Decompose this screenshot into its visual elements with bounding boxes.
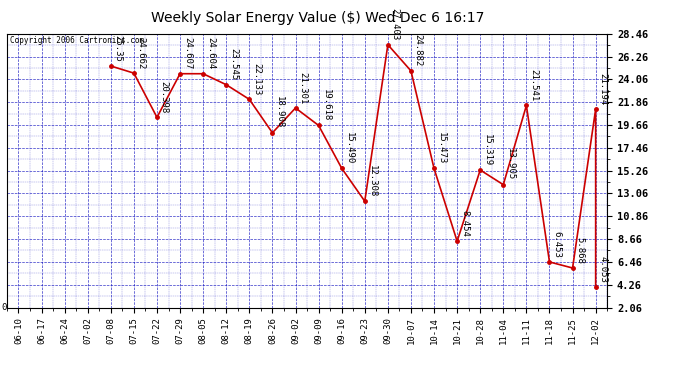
Text: 23.545: 23.545 (229, 48, 238, 81)
Text: 4.053: 4.053 (598, 256, 607, 283)
Text: 22.133: 22.133 (252, 63, 261, 95)
Text: 15.490: 15.490 (344, 132, 353, 164)
Text: 25.35: 25.35 (114, 35, 123, 62)
Text: 15.473: 15.473 (437, 132, 446, 164)
Text: 12.308: 12.308 (368, 165, 377, 197)
Text: 0: 0 (1, 303, 7, 312)
Text: 19.618: 19.618 (322, 89, 331, 121)
Text: 24.607: 24.607 (183, 37, 192, 69)
Text: 8.454: 8.454 (460, 210, 469, 237)
Text: Weekly Solar Energy Value ($) Wed Dec 6 16:17: Weekly Solar Energy Value ($) Wed Dec 6 … (150, 11, 484, 25)
Text: 5.868: 5.868 (575, 237, 584, 264)
Text: 27.403: 27.403 (391, 8, 400, 40)
Text: 21.194: 21.194 (598, 73, 607, 105)
Text: 21.541: 21.541 (529, 69, 538, 101)
Text: 15.319: 15.319 (483, 134, 492, 166)
Text: Copyright 2006 Cartronics.com: Copyright 2006 Cartronics.com (10, 36, 144, 45)
Text: 24.882: 24.882 (414, 34, 423, 67)
Text: 18.908: 18.908 (275, 96, 284, 129)
Text: 24.604: 24.604 (206, 38, 215, 70)
Text: 21.301: 21.301 (298, 72, 307, 104)
Text: 24.662: 24.662 (137, 37, 146, 69)
Text: 20.398: 20.398 (160, 81, 169, 113)
Text: 13.905: 13.905 (506, 148, 515, 180)
Text: 6.453: 6.453 (552, 231, 561, 258)
